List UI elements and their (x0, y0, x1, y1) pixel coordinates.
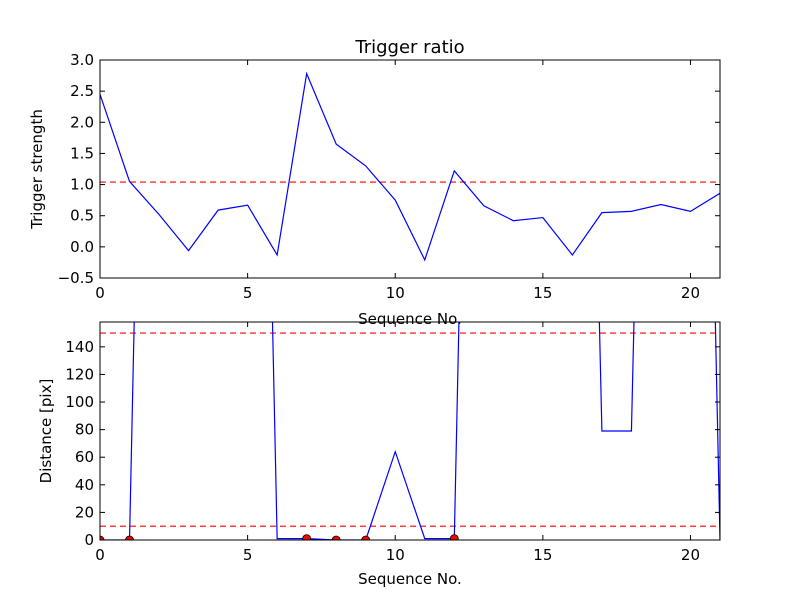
y-tick-label: 80 (75, 421, 94, 439)
y-tick-label: 40 (75, 476, 94, 494)
data-point-marker (125, 535, 134, 540)
y-tick-label: 1.0 (70, 176, 94, 194)
y-tick-label: 120 (65, 365, 94, 383)
data-point-marker (361, 535, 371, 540)
data-point-marker (100, 535, 105, 540)
plot-area (100, 71, 720, 262)
trigger-ratio-chart: Trigger ratio Trigger strength Sequence … (28, 37, 721, 328)
y-tick-label: 0 (84, 531, 94, 549)
y-tick-label: 3.0 (70, 51, 94, 69)
x-tick-label: 0 (95, 284, 105, 302)
data-point-marker (302, 534, 312, 540)
x-tick-label: 5 (243, 284, 253, 302)
y-tick-label: −0.5 (58, 269, 94, 287)
x-tick-label: 5 (243, 546, 253, 564)
series-line (100, 322, 720, 540)
y-tick-label: 0.0 (70, 238, 94, 256)
series-line (100, 71, 720, 262)
x-axis-label: Sequence No. (358, 570, 462, 588)
x-tick-label: 15 (533, 284, 552, 302)
y-tick-label: 100 (65, 393, 94, 411)
y-tick-label: 20 (75, 503, 94, 521)
plot-area (100, 322, 720, 540)
axes-frame (99, 321, 721, 541)
y-tick-label: 0.5 (70, 207, 94, 225)
x-tick-label: 20 (681, 284, 700, 302)
chart-title: Trigger ratio (354, 37, 464, 58)
y-tick-label: 2.0 (70, 113, 94, 131)
axes-frame (99, 59, 721, 279)
x-tick-label: 15 (533, 546, 552, 564)
x-tick-label: 20 (681, 546, 700, 564)
y-axis-label: Distance [pix] (37, 379, 55, 484)
x-tick-label: 10 (386, 546, 405, 564)
x-tick-label: 0 (95, 546, 105, 564)
y-tick-label: 2.5 (70, 82, 94, 100)
y-tick-label: 140 (65, 338, 94, 356)
y-tick-label: 1.5 (70, 144, 94, 162)
x-axis-label: Sequence No. (358, 310, 462, 328)
data-point-marker (449, 534, 459, 540)
y-tick-label: 60 (75, 448, 94, 466)
distance-chart: Distance [pix] Sequence No. 0 5 10 15 20 0 20 4… (37, 321, 721, 588)
x-tick-label: 10 (386, 284, 405, 302)
data-point-marker (331, 535, 341, 540)
y-axis-label: Trigger strength (28, 109, 46, 230)
